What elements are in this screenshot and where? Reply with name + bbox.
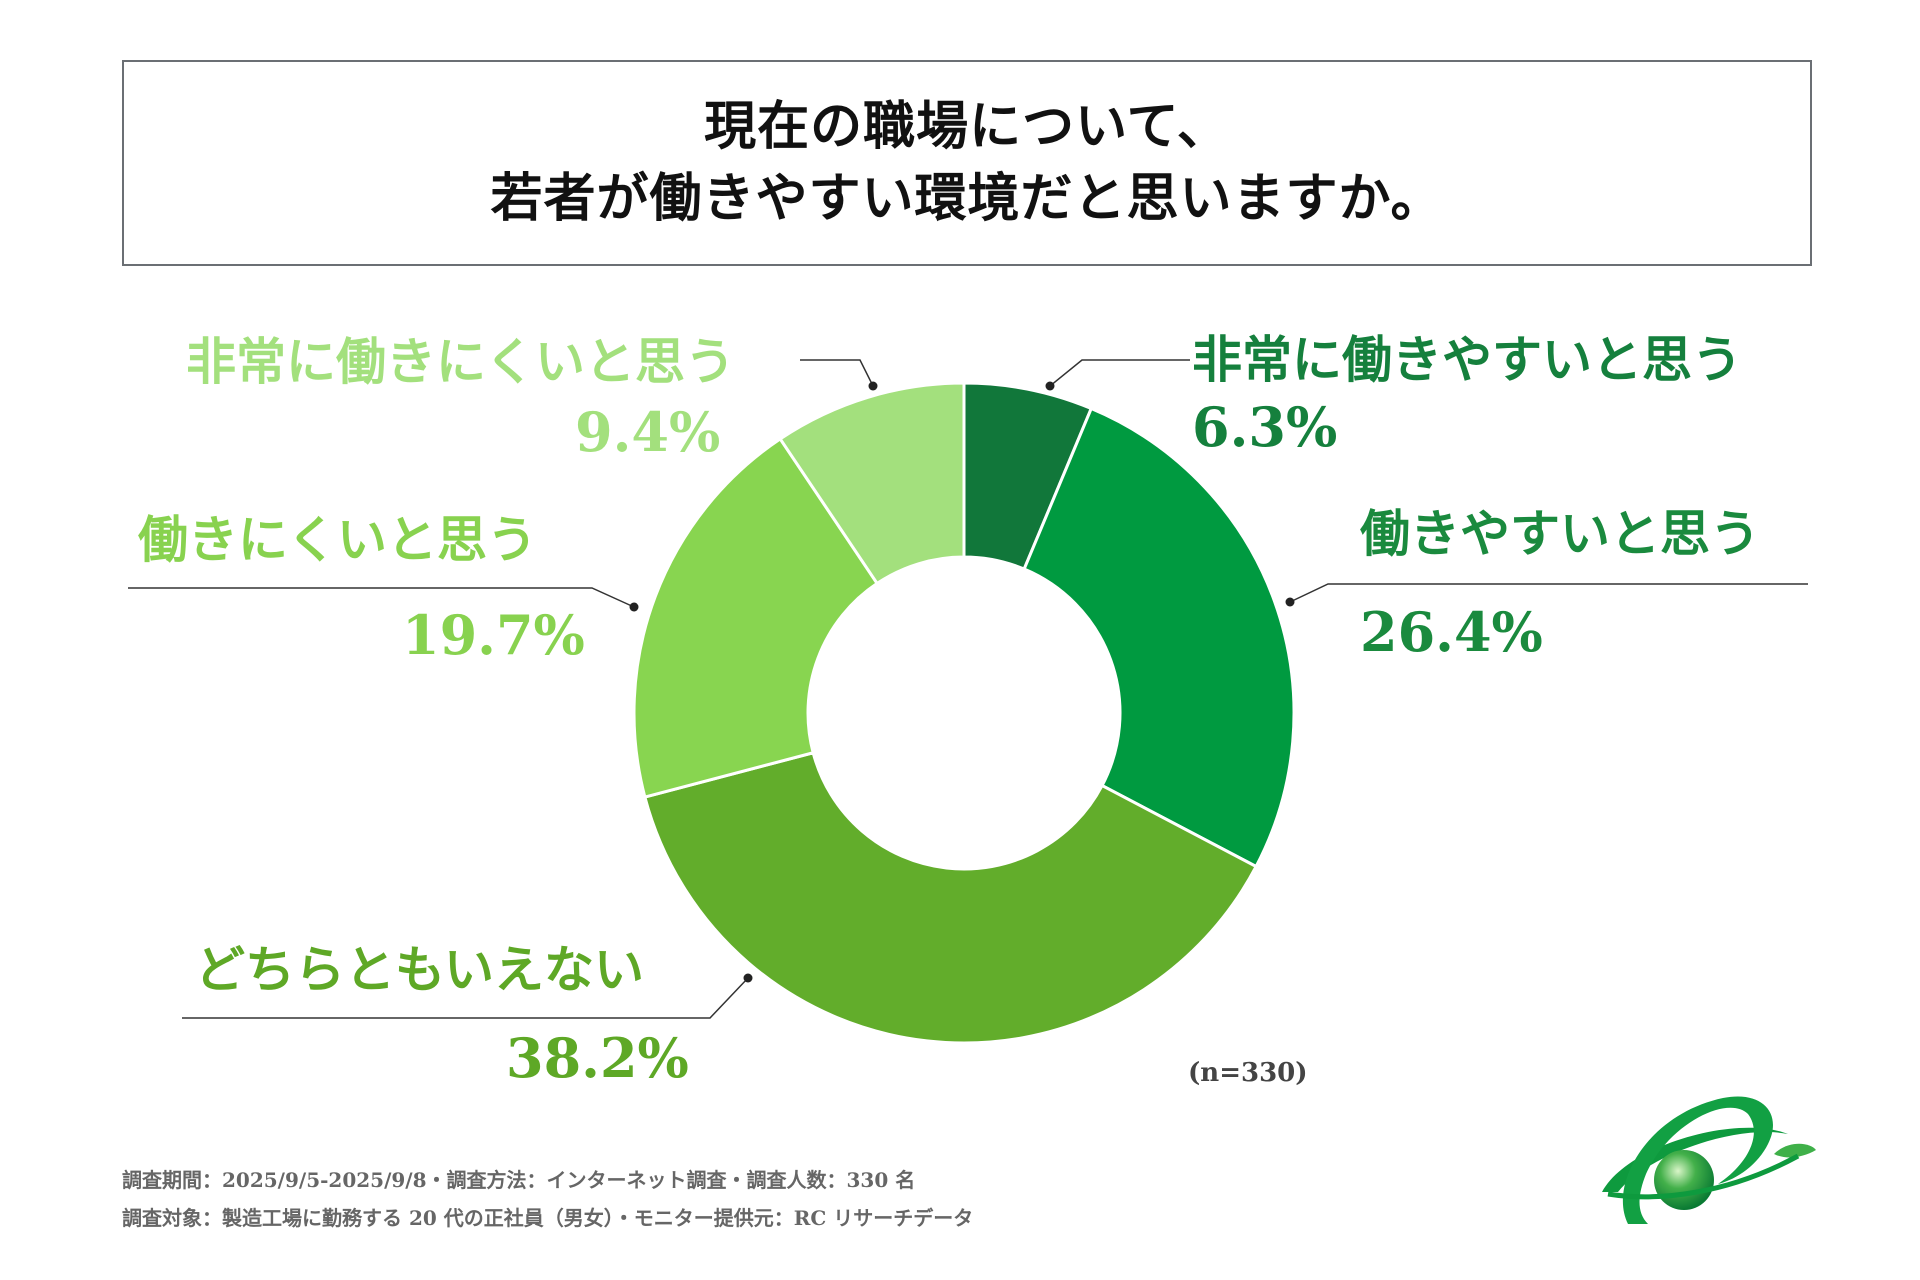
leader-dot-hard — [629, 602, 639, 612]
chart-title-line-1: 現在の職場について、 — [704, 96, 1230, 157]
sample-size: (n=330) — [1188, 1058, 1308, 1088]
donut-slice-easy — [1022, 406, 1296, 869]
title-box: 現在の職場について、 若者が働きやすい環境だと思いますか。 — [122, 60, 1812, 266]
chart-title-line-2: 若者が働きやすい環境だと思いますか。 — [490, 168, 1444, 229]
leader-line-hard — [128, 587, 635, 608]
value-easy: 26.4% — [1360, 600, 1543, 664]
leader-line-easy — [1289, 583, 1808, 603]
leader-dot-neutral — [743, 973, 753, 983]
value-very-hard: 9.4% — [575, 400, 721, 464]
footer-survey-target: 調査対象：製造工場に勤務する 20 代の正社員（男女）・モニター提供元：RC リ… — [122, 1206, 974, 1230]
leader-dot-very-hard — [868, 381, 878, 391]
leader-line-neutral — [182, 977, 749, 1019]
donut-slice-hard — [632, 436, 880, 799]
label-very-hard: 非常に働きにくいと思う — [186, 332, 735, 391]
value-very-easy: 6.3% — [1192, 395, 1338, 459]
leader-dot-easy — [1285, 597, 1295, 607]
value-neutral: 38.2% — [506, 1026, 689, 1090]
label-hard: 働きにくいと思う — [138, 510, 537, 569]
leader-line-very-easy — [1049, 359, 1190, 387]
globe-leaf-icon — [1602, 1096, 1816, 1224]
value-hard: 19.7% — [402, 603, 585, 667]
donut-slice-very-hard — [778, 381, 966, 586]
leader-dot-very-easy — [1045, 381, 1055, 391]
leader-line-very-hard — [800, 359, 874, 387]
label-very-easy: 非常に働きやすいと思う — [1192, 330, 1742, 389]
label-neutral: どちらともいえない — [195, 940, 644, 999]
donut-slice-neutral — [643, 750, 1259, 1045]
footer-survey-info: 調査期間：2025/9/5-2025/9/8・調査方法：インターネット調査・調査… — [122, 1168, 916, 1192]
label-easy: 働きやすいと思う — [1360, 504, 1760, 563]
